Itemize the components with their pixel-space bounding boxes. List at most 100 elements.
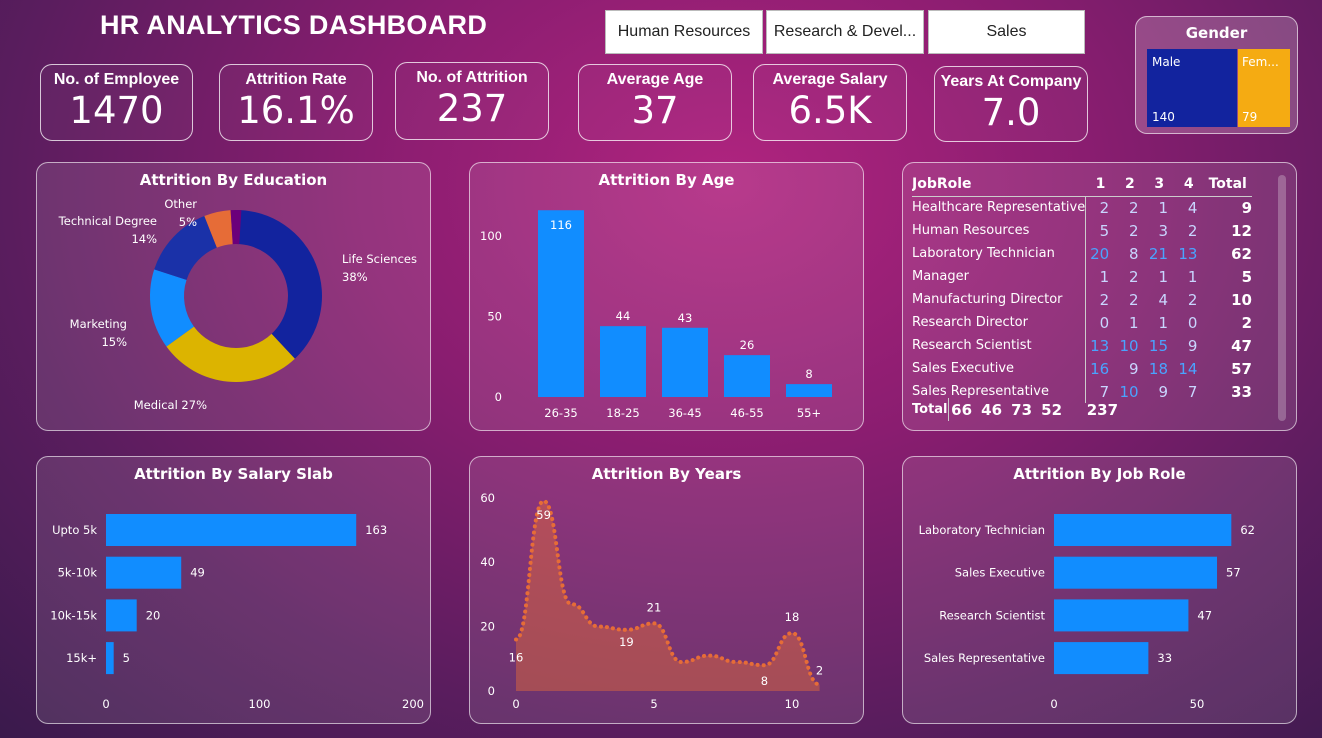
chart-title: Attrition By Education	[139, 171, 328, 189]
slice-pct: 15%	[101, 335, 127, 349]
column-header[interactable]: JobRole	[912, 175, 972, 192]
cell: 2	[1241, 313, 1252, 332]
category-label: Research Scientist	[939, 608, 1045, 622]
column-header[interactable]: 1	[1095, 175, 1106, 192]
education-chart: Attrition By Education Life Sciences 38% Me…	[36, 162, 431, 431]
x-tick: 46-55	[730, 406, 763, 420]
slice-pct: 5%	[179, 215, 197, 229]
cell: 47	[1231, 336, 1252, 355]
x-tick: 55+	[797, 406, 821, 420]
x-tick: 36-45	[668, 406, 701, 420]
bar	[1054, 599, 1189, 632]
matrix-row: Healthcare Representative 2 2 1 4 9	[912, 196, 1252, 219]
cell: 8	[1129, 244, 1139, 263]
x-tick: 100	[249, 697, 271, 711]
total-cell: 52	[1041, 400, 1063, 419]
kpi-average-age: Average Age 37	[578, 64, 732, 141]
matrix-scrollbar[interactable]	[1278, 175, 1286, 421]
data-label: 44	[616, 309, 631, 323]
cell: 21	[1148, 244, 1168, 263]
category-label: Sales Executive	[955, 566, 1045, 580]
kpi-label: No. of Attrition	[416, 69, 528, 86]
matrix-row: Sales Executive 16 9 18 14 57	[912, 357, 1252, 380]
kpi-label: Average Age	[606, 71, 704, 88]
slicer-sales[interactable]: Sales	[928, 10, 1085, 54]
chart-title: Attrition By Age	[598, 171, 735, 189]
total-cell: 73	[1011, 400, 1033, 419]
data-label: 49	[190, 566, 205, 580]
matrix-row: Manager 1 2 1 1 5	[912, 265, 1252, 288]
x-tick: 5	[650, 697, 657, 711]
area-line	[514, 499, 822, 687]
column-header[interactable]: 2	[1125, 175, 1135, 192]
data-label: 116	[550, 218, 572, 232]
data-label: 21	[647, 600, 662, 614]
data-label: 20	[146, 608, 161, 622]
slicer-human-resources[interactable]: Human Resources	[605, 10, 763, 54]
cell: 13	[1178, 244, 1198, 263]
kpi-value: 1470	[69, 89, 164, 132]
cell: 57	[1231, 359, 1252, 378]
cell: 15	[1148, 336, 1168, 355]
cell: 9	[1241, 198, 1252, 217]
data-label: 16	[509, 650, 524, 664]
row-label: Human Resources	[912, 219, 1087, 242]
y-tick: 0	[495, 390, 502, 404]
data-label: 57	[1226, 566, 1241, 580]
y-tick: 20	[480, 620, 495, 634]
row-label: Manager	[912, 265, 1087, 288]
row-label: Healthcare Representative	[912, 196, 1087, 219]
cell: 9	[1158, 382, 1168, 401]
y-tick: 40	[480, 555, 495, 569]
donut-slice	[150, 269, 194, 347]
cell: 9	[1187, 336, 1198, 355]
kpi-value: 37	[631, 89, 679, 132]
cell: 1	[1158, 198, 1168, 217]
slice-label: Life Sciences	[342, 252, 417, 266]
data-label: 18	[785, 610, 800, 624]
cell: 7	[1099, 382, 1110, 401]
x-tick: 0	[1050, 697, 1057, 711]
slice-label: Marketing	[70, 317, 127, 331]
chart-title: Attrition By Job Role	[1013, 465, 1186, 483]
female-label: Fem...	[1242, 55, 1279, 69]
cell: 4	[1187, 198, 1198, 217]
column-header[interactable]: 3	[1154, 175, 1165, 192]
cell: 1	[1187, 267, 1198, 286]
cell: 62	[1231, 244, 1252, 263]
page-title: HR ANALYTICS DASHBOARD	[100, 10, 488, 40]
slice-pct: 38%	[342, 270, 368, 284]
column-header[interactable]: Total	[1208, 175, 1247, 192]
category-label: Upto 5k	[52, 523, 97, 537]
gender-card: Gender Male 140 Fem... 79	[1135, 16, 1298, 134]
donut-slice	[230, 210, 242, 245]
kpi-value: 16.1%	[237, 89, 355, 132]
matrix-row: Research Scientist 13 10 15 9 47	[912, 334, 1252, 357]
bar	[1054, 514, 1232, 546]
kpi-attrition-rate: Attrition Rate 16.1%	[219, 64, 373, 141]
treemap-male[interactable]: Male 140	[1147, 49, 1237, 127]
slice-label: Technical Degree	[58, 214, 157, 228]
kpi-employees: No. of Employee 1470	[40, 64, 193, 141]
kpi-value: 7.0	[981, 91, 1041, 134]
bar	[786, 384, 832, 397]
x-tick: 0	[102, 697, 109, 711]
category-label: Laboratory Technician	[919, 523, 1045, 537]
cell: 10	[1119, 336, 1139, 355]
cell: 0	[1187, 313, 1198, 332]
data-label: 59	[536, 508, 551, 522]
cell: 1	[1099, 267, 1110, 286]
male-label: Male	[1152, 55, 1181, 69]
slicer-research-development[interactable]: Research & Devel...	[766, 10, 924, 54]
bar	[106, 514, 357, 546]
cell: 14	[1178, 359, 1198, 378]
column-header[interactable]: 4	[1183, 175, 1194, 192]
kpi-label: No. of Employee	[53, 71, 180, 88]
treemap-female[interactable]: Fem... 79	[1238, 49, 1290, 127]
cell: 16	[1090, 359, 1110, 378]
cell: 18	[1148, 359, 1168, 378]
jobrole-chart: Attrition By Job Role 62 Laboratory Techni…	[902, 456, 1297, 724]
kpi-label: Years At Company	[940, 73, 1082, 90]
cell: 20	[1090, 244, 1110, 263]
age-chart: Attrition By Age 0 50 100 116 26-35 44 18-25 43 3…	[469, 162, 864, 431]
